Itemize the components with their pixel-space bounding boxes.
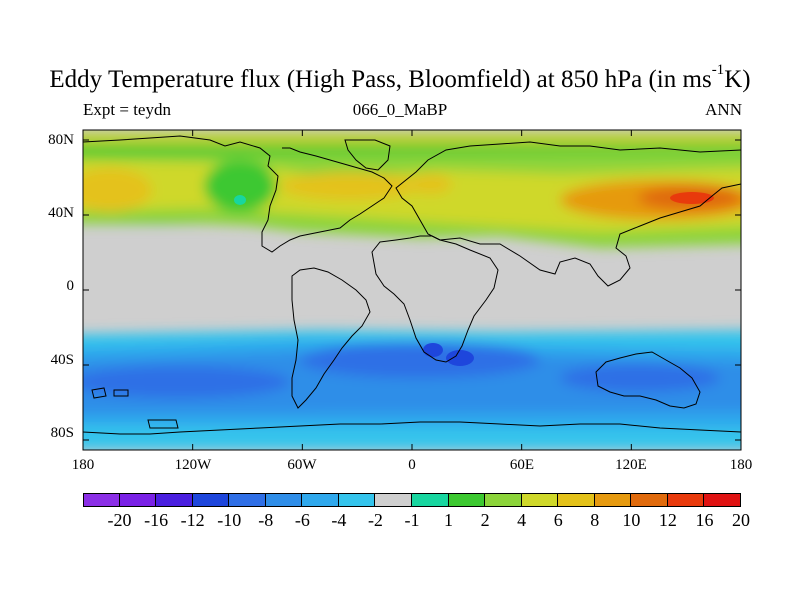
- colorbar-label: 1: [444, 510, 454, 530]
- colorbar-label: -1: [404, 510, 420, 530]
- contour-field: [83, 130, 741, 450]
- season-label: ANN: [705, 100, 742, 119]
- north-america-outline: [82, 135, 393, 253]
- colorbar-label: 16: [695, 510, 714, 530]
- colorbar-swatch: [412, 493, 449, 507]
- experiment-label: Expt = teydn: [83, 100, 171, 119]
- south-america-outline: [291, 267, 371, 409]
- colorbar-swatch: [521, 493, 559, 507]
- colorbar-swatch: [192, 493, 230, 507]
- sh-dark-mid: [300, 342, 540, 378]
- colorbar-swatch: [265, 493, 303, 507]
- colorbar-swatch: [704, 493, 741, 507]
- x-tick-label: 60E: [509, 457, 535, 473]
- y-tick-label: 80N: [48, 132, 74, 148]
- colorbar-label: -12: [180, 510, 205, 530]
- northern-storm-track: [83, 132, 741, 248]
- colorbar-label: 10: [622, 510, 641, 530]
- colorbar-label: 6: [553, 510, 563, 530]
- colorbar-label: -4: [331, 510, 347, 530]
- sh-dark-west: [83, 366, 290, 398]
- colorbar-label: -16: [144, 510, 169, 530]
- colorbar-label: -2: [367, 510, 383, 530]
- nh-orange-west: [83, 168, 152, 212]
- island-outline-1: [91, 387, 107, 399]
- colorbar-swatch: [338, 493, 376, 507]
- island-outline-2: [113, 389, 129, 397]
- x-tick-label: 180: [729, 457, 753, 473]
- x-tick-label: 60W: [287, 457, 317, 473]
- sh-dark-east: [560, 364, 720, 392]
- sh-min-core-2: [446, 350, 474, 366]
- colorbar-swatch: [448, 493, 486, 507]
- australia-outline: [595, 351, 701, 409]
- colorbar-swatch: [302, 493, 339, 507]
- period-label: 066_0_MaBP: [352, 100, 448, 119]
- colorbar-swatch: [594, 493, 632, 507]
- colorbar-swatch: [156, 493, 193, 507]
- colorbar-label: -8: [258, 510, 274, 530]
- eurasia-outline: [395, 141, 742, 287]
- antarctica-outline: [82, 421, 742, 435]
- colorbar-swatch: [83, 493, 120, 507]
- colorbar-swatch: [229, 493, 266, 507]
- x-tick-label: 0: [408, 457, 416, 473]
- axis-ticks: [82, 130, 742, 450]
- y-tick-label: 40N: [48, 205, 74, 221]
- colorbar-label: 2: [480, 510, 490, 530]
- colorbar-swatch: [558, 493, 595, 507]
- nh-max-core: [670, 192, 714, 204]
- colorbar-label: 12: [658, 510, 677, 530]
- colorbar-swatch: [375, 493, 412, 507]
- y-tick-label: 80S: [50, 425, 74, 441]
- nh-orange-small: [408, 174, 452, 194]
- nh-green-patch: [204, 160, 276, 212]
- y-tick-label: 40S: [50, 352, 74, 368]
- sh-blue2: [83, 352, 741, 414]
- colorbar-swatch: [667, 493, 705, 507]
- colorbar-swatch: [485, 493, 522, 507]
- colorbar-label: -20: [107, 510, 132, 530]
- chart-title: Eddy Temperature flux (High Pass, Bloomf…: [49, 62, 751, 93]
- southern-storm-track: [83, 330, 741, 450]
- colorbar-label: 20: [732, 510, 750, 530]
- colorbar-label: -6: [294, 510, 310, 530]
- colorbar-label: 4: [517, 510, 527, 530]
- x-tick-label: 120W: [174, 457, 212, 473]
- x-tick-label: 180: [71, 457, 95, 473]
- colorbar-label: 8: [590, 510, 600, 530]
- nh-teal-spot: [234, 195, 246, 205]
- colorbar-swatch: [119, 493, 157, 507]
- colorbar-label: -10: [217, 510, 242, 530]
- sh-min-core: [423, 343, 443, 357]
- y-tick-label: 0: [66, 278, 75, 294]
- island-outline-3: [147, 419, 179, 429]
- africa-outline: [371, 235, 499, 363]
- colorbar-swatch: [631, 493, 668, 507]
- greenland-outline: [344, 139, 391, 171]
- coastlines: [82, 135, 742, 435]
- x-tick-label: 120E: [615, 457, 647, 473]
